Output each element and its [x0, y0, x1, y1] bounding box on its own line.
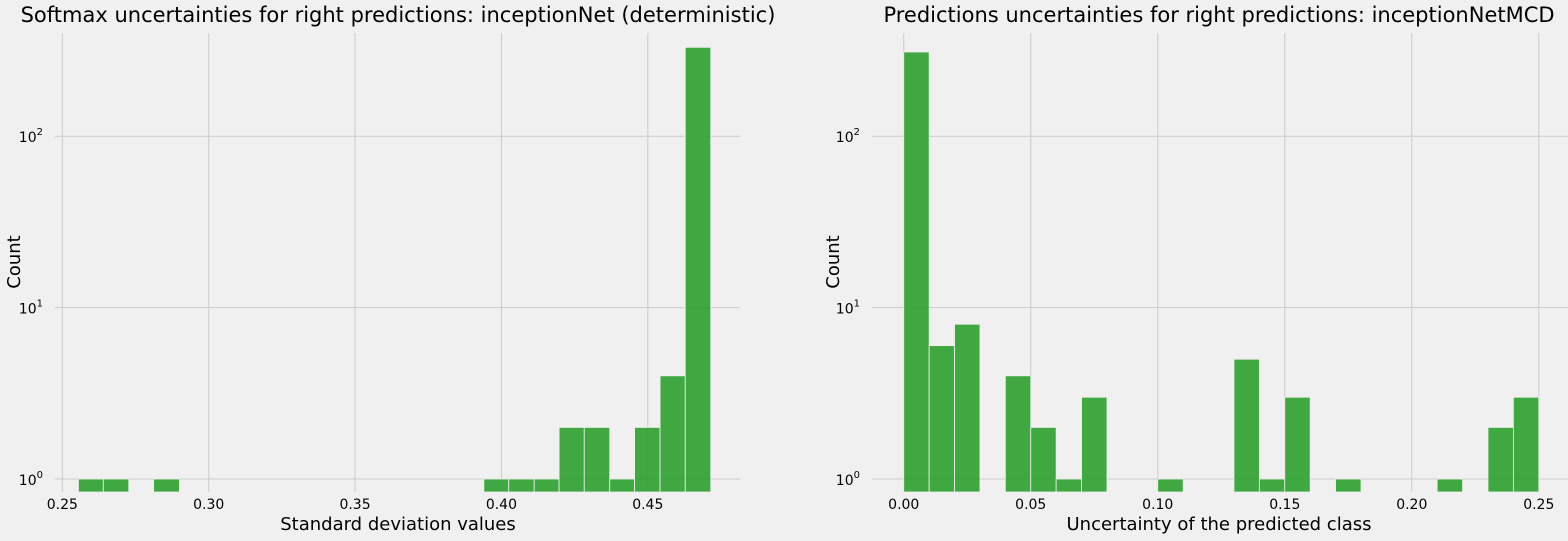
chart-title: Softmax uncertainties for right predicti…: [21, 3, 776, 27]
y-tick-label: 100: [836, 470, 860, 489]
x-tick-label: 0.25: [47, 497, 78, 513]
x-tick-label: 0.40: [486, 497, 517, 513]
histogram-left: Softmax uncertainties for right predicti…: [4, 3, 776, 535]
histogram-right: Predictions uncertainties for right pred…: [823, 3, 1568, 535]
histogram-bar: [684, 46, 712, 493]
x-tick-label: 0.25: [1523, 497, 1554, 513]
histogram-bar: [1436, 478, 1463, 493]
x-tick-label: 0.00: [888, 497, 919, 513]
histogram-bar: [1487, 427, 1514, 493]
x-tick-label: 0.20: [1396, 497, 1427, 513]
histogram-bar: [533, 478, 560, 493]
histogram-bar: [928, 345, 955, 493]
histogram-bar: [153, 478, 180, 493]
y-tick-label: 100: [19, 470, 43, 489]
histogram-bar: [1512, 396, 1540, 493]
histogram-bar: [1233, 358, 1260, 493]
x-axis-label: Standard deviation values: [280, 514, 516, 535]
x-tick-label: 0.45: [632, 497, 663, 513]
x-axis-label: Uncertainty of the predicted class: [1066, 514, 1371, 535]
histogram-bar: [634, 427, 661, 493]
histogram-bar: [1055, 478, 1082, 493]
histogram-bar: [1157, 478, 1184, 493]
histogram-bar: [483, 478, 510, 493]
x-tick-label: 0.05: [1015, 497, 1046, 513]
y-tick-label: 102: [19, 127, 43, 146]
histogram-bar: [558, 427, 585, 493]
y-tick-label: 101: [836, 299, 860, 318]
y-axis-label: Count: [4, 235, 25, 288]
histogram-bar: [954, 323, 981, 493]
histogram-bar: [1258, 478, 1286, 493]
histogram-bar: [659, 375, 686, 493]
histogram-bar: [1030, 427, 1057, 493]
histogram-bar: [102, 478, 130, 493]
chart-title: Predictions uncertainties for right pred…: [883, 3, 1554, 27]
histogram-bar: [1335, 478, 1362, 493]
histogram-bar: [1081, 396, 1108, 493]
x-tick-label: 0.15: [1269, 497, 1300, 513]
histogram-bar: [903, 51, 930, 493]
histogram-bar: [583, 427, 611, 493]
histogram-bar: [78, 478, 104, 493]
y-tick-label: 101: [19, 299, 43, 318]
x-tick-label: 0.30: [193, 497, 224, 513]
histogram-bar: [508, 478, 535, 493]
histogram-bar: [1284, 396, 1311, 493]
x-tick-label: 0.10: [1142, 497, 1173, 513]
y-axis-label: Count: [823, 235, 844, 288]
histogram-bar: [1004, 375, 1032, 493]
y-tick-label: 102: [836, 127, 860, 146]
histogram-bar: [609, 478, 636, 493]
x-tick-label: 0.35: [339, 497, 370, 513]
